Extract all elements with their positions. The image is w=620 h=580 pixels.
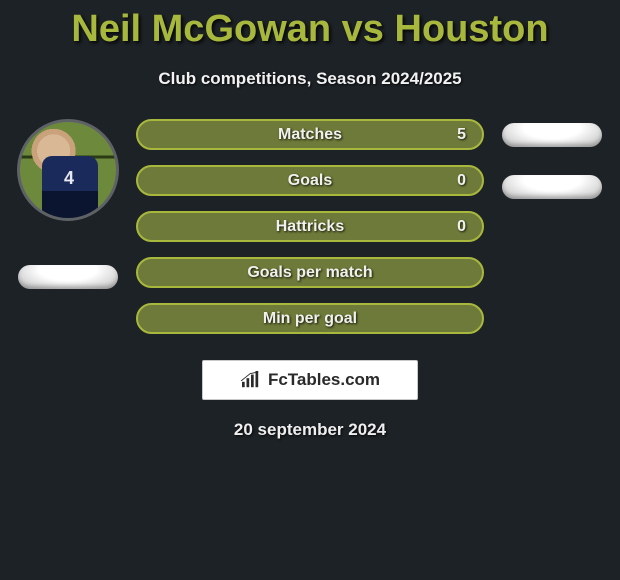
date-text: 20 september 2024 xyxy=(0,420,620,440)
stat-value: 0 xyxy=(457,172,466,190)
stat-label: Goals per match xyxy=(247,264,372,282)
stat-value: 0 xyxy=(457,218,466,236)
stat-bar: Min per goal xyxy=(136,303,484,334)
stat-bar: Matches 5 xyxy=(136,119,484,150)
right-player-column xyxy=(492,119,612,199)
stat-bar: Hattricks 0 xyxy=(136,211,484,242)
watermark-text: FcTables.com xyxy=(268,370,380,390)
comparison-panel: Matches 5 Goals 0 Hattricks 0 Goals per match M… xyxy=(0,119,620,334)
left-lozenge xyxy=(18,265,118,289)
left-player-column xyxy=(8,119,128,289)
subtitle: Club competitions, Season 2024/2025 xyxy=(0,69,620,89)
bar-chart-icon xyxy=(240,371,262,389)
stat-label: Goals xyxy=(288,172,332,190)
right-lozenge-2 xyxy=(502,175,602,199)
stat-label: Matches xyxy=(278,126,342,144)
stat-label: Hattricks xyxy=(276,218,344,236)
stats-column: Matches 5 Goals 0 Hattricks 0 Goals per match M… xyxy=(128,119,492,334)
right-lozenge-1 xyxy=(502,123,602,147)
player-avatar xyxy=(17,119,119,221)
stat-bar: Goals 0 xyxy=(136,165,484,196)
page-title: Neil McGowan vs Houston xyxy=(0,0,620,51)
watermark-badge: FcTables.com xyxy=(202,360,418,400)
stat-bar: Goals per match xyxy=(136,257,484,288)
stat-label: Min per goal xyxy=(263,310,357,328)
stat-value: 5 xyxy=(457,126,466,144)
